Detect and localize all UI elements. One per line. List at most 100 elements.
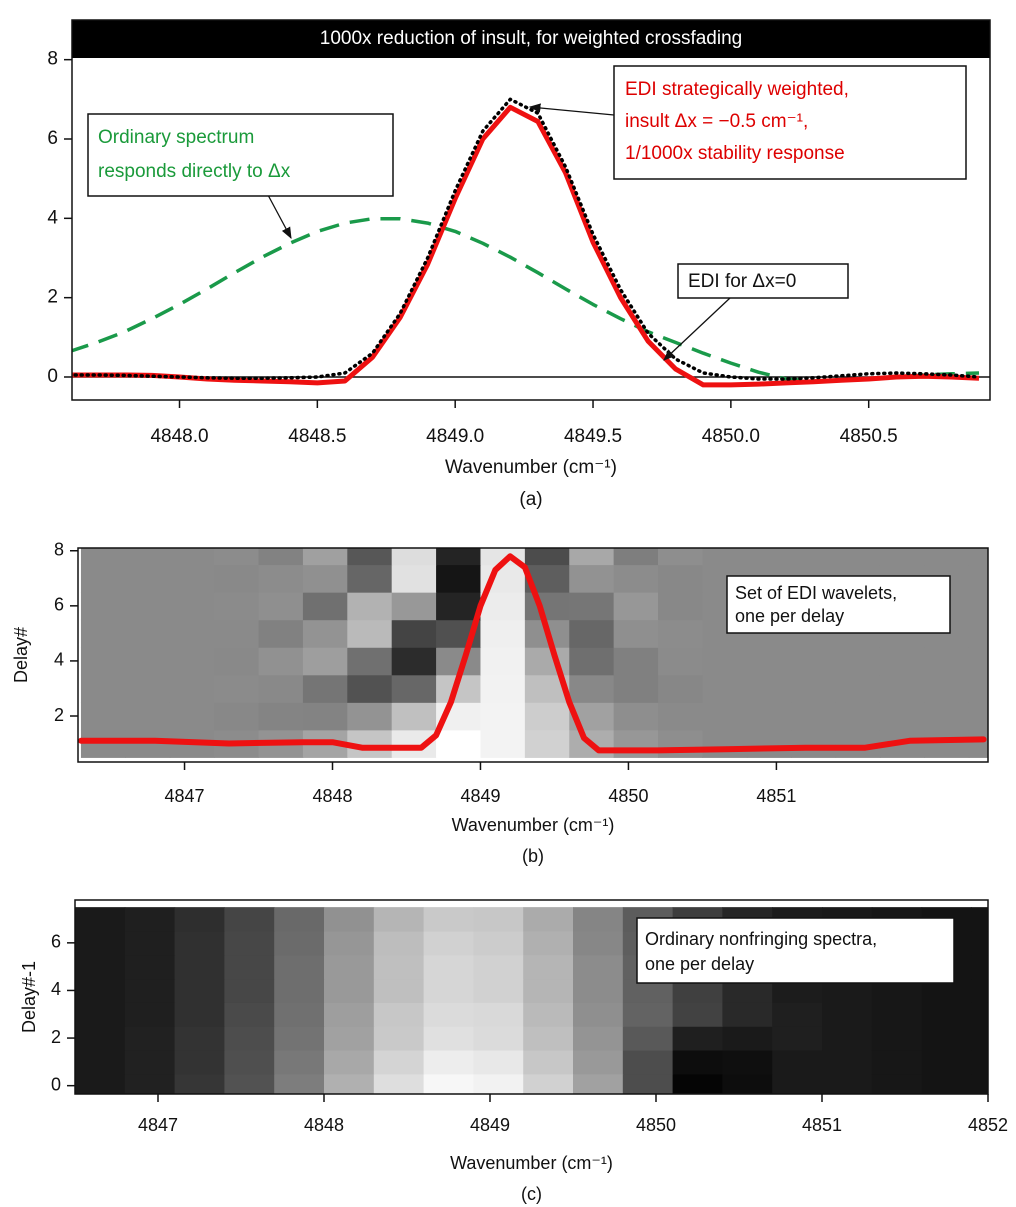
heatmap-cell bbox=[791, 674, 837, 703]
heatmap-cell bbox=[971, 1073, 988, 1094]
annotation-text: responds directly to Δx bbox=[98, 161, 291, 182]
heatmap-cell bbox=[80, 564, 126, 593]
heatmap-cell bbox=[373, 1073, 425, 1094]
heatmap-cell bbox=[324, 930, 375, 956]
heatmap-cell bbox=[258, 592, 304, 621]
heatmap-cell bbox=[722, 1002, 773, 1027]
heatmap-cell bbox=[569, 548, 615, 566]
heatmap-cell bbox=[569, 647, 615, 676]
heatmap-cell bbox=[523, 907, 574, 932]
x-tick-label: 4852 bbox=[968, 1115, 1008, 1135]
heatmap-cell bbox=[436, 564, 482, 593]
panel: 4847 4848 4849 4850 4851 4852 0 2 4 6 Wavenumber (… bbox=[19, 899, 1008, 1204]
heatmap-cell bbox=[347, 592, 393, 621]
heatmap-cell bbox=[924, 647, 970, 676]
heatmap-cell bbox=[473, 1073, 524, 1094]
heatmap-cell bbox=[391, 564, 437, 593]
heatmap-cell bbox=[835, 548, 881, 566]
heatmap-cell bbox=[436, 729, 482, 758]
series-line bbox=[72, 216, 980, 383]
heatmap-cell bbox=[391, 592, 437, 621]
heatmap-cell bbox=[772, 1002, 823, 1027]
heatmap-cell bbox=[373, 930, 425, 956]
heatmap-cell bbox=[921, 1073, 972, 1094]
y-tick-label: 4 bbox=[51, 979, 61, 999]
heatmap-cell bbox=[169, 619, 215, 648]
heatmap-cell bbox=[174, 1002, 225, 1027]
heatmap-cell bbox=[423, 1073, 474, 1094]
x-tick-label: 4850 bbox=[636, 1115, 676, 1135]
heatmap-cell bbox=[423, 930, 474, 956]
heatmap-cell bbox=[569, 564, 615, 593]
heatmap-cell bbox=[473, 1049, 524, 1075]
heatmap-cell bbox=[214, 564, 260, 593]
heatmap-cell bbox=[274, 1049, 325, 1075]
heatmap-cell bbox=[125, 548, 171, 566]
heatmap-cell bbox=[302, 548, 348, 566]
overlay-line bbox=[78, 553, 987, 754]
heatmap-cell bbox=[613, 702, 659, 731]
heatmap-cell bbox=[573, 907, 624, 932]
heatmap-cell bbox=[523, 1073, 574, 1094]
heatmap-cell bbox=[879, 548, 925, 566]
heatmap-cell bbox=[791, 702, 837, 731]
heatmap-cell bbox=[80, 702, 126, 731]
x-tick-label: 4851 bbox=[802, 1115, 842, 1135]
heatmap-cell bbox=[124, 1026, 176, 1051]
annotation-text: Set of EDI wavelets, bbox=[735, 583, 897, 603]
heatmap-cell bbox=[169, 592, 215, 621]
heatmap-cell bbox=[480, 674, 526, 703]
heatmap-cell bbox=[524, 729, 570, 758]
heatmap-cell bbox=[473, 978, 524, 1003]
heatmap-cell bbox=[473, 1026, 524, 1051]
heatmap-cell bbox=[75, 1002, 126, 1027]
arrow bbox=[663, 297, 731, 361]
heatmap-cell bbox=[174, 930, 225, 956]
heatmap-cell bbox=[523, 1026, 574, 1051]
heatmap-cell bbox=[80, 592, 126, 621]
heatmap-cell bbox=[822, 1026, 873, 1051]
heatmap-cell bbox=[473, 1002, 524, 1027]
x-tick-label: 4849.5 bbox=[564, 426, 622, 447]
heatmap-cell bbox=[968, 619, 988, 648]
heatmap-cell bbox=[672, 1026, 723, 1051]
heatmap-cell bbox=[373, 1049, 425, 1075]
heatmap-cell bbox=[968, 702, 988, 731]
heatmap-cell bbox=[423, 978, 474, 1003]
heatmap-cell bbox=[658, 702, 704, 731]
heatmap-cell bbox=[702, 548, 748, 566]
heatmap-cell bbox=[169, 647, 215, 676]
heatmap-cell bbox=[473, 907, 524, 932]
heatmap-cell bbox=[391, 619, 437, 648]
heatmap-cell bbox=[573, 954, 624, 980]
heatmap-cell bbox=[480, 702, 526, 731]
x-tick-label: 4850 bbox=[608, 786, 648, 806]
heatmap-cell bbox=[174, 954, 225, 980]
plot-area bbox=[78, 548, 988, 758]
heatmap-cell bbox=[523, 1002, 574, 1027]
heatmap-cell bbox=[835, 647, 881, 676]
heatmap-cell bbox=[214, 592, 260, 621]
heatmap-cell bbox=[968, 674, 988, 703]
heatmap-cell bbox=[75, 1026, 126, 1051]
heatmap-cell bbox=[373, 907, 425, 932]
heatmap-cell bbox=[174, 1049, 225, 1075]
heatmap-cell bbox=[746, 729, 792, 758]
heatmap-cell bbox=[124, 978, 176, 1003]
annotation-text: one per delay bbox=[645, 954, 754, 974]
heatmap-cell bbox=[214, 619, 260, 648]
heatmap-cell bbox=[879, 647, 925, 676]
heatmap-cell bbox=[224, 978, 275, 1003]
heatmap-cell bbox=[75, 1073, 126, 1094]
heatmap-cell bbox=[772, 1049, 823, 1075]
x-axis-label: Wavenumber (cm⁻¹) bbox=[445, 457, 617, 478]
heatmap-cell bbox=[302, 592, 348, 621]
heatmap-cell bbox=[125, 619, 171, 648]
chart-title: 1000x reduction of insult, for weighted … bbox=[320, 28, 742, 49]
series-line bbox=[72, 97, 981, 381]
x-axis-label: Wavenumber (cm⁻¹) bbox=[452, 815, 615, 835]
heatmap-cell bbox=[80, 674, 126, 703]
y-tick-label: 0 bbox=[51, 1074, 61, 1094]
heatmap-cell bbox=[613, 647, 659, 676]
heatmap-cell bbox=[702, 674, 748, 703]
